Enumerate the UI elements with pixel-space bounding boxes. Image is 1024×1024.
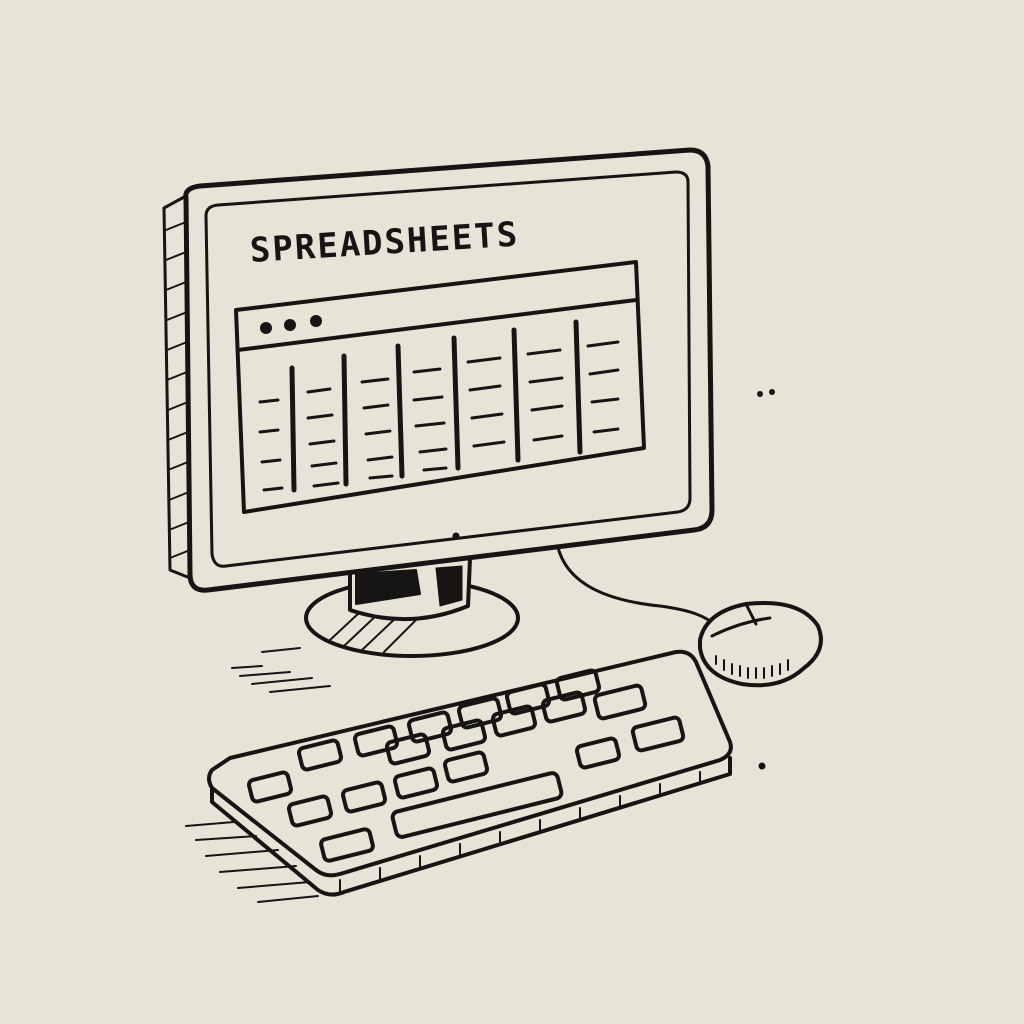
keyboard-shadow-hatching bbox=[185, 821, 319, 903]
mouse-icon bbox=[698, 600, 823, 688]
keyboard-icon bbox=[207, 649, 733, 897]
spreadsheet-window-icon bbox=[234, 260, 646, 514]
ink-specks bbox=[757, 389, 775, 770]
stand-shadow-hatching bbox=[231, 647, 331, 693]
monitor-stand bbox=[304, 556, 520, 658]
cable-icon bbox=[554, 534, 718, 628]
keyboard-keys bbox=[246, 668, 686, 863]
monitor-icon bbox=[162, 147, 715, 593]
